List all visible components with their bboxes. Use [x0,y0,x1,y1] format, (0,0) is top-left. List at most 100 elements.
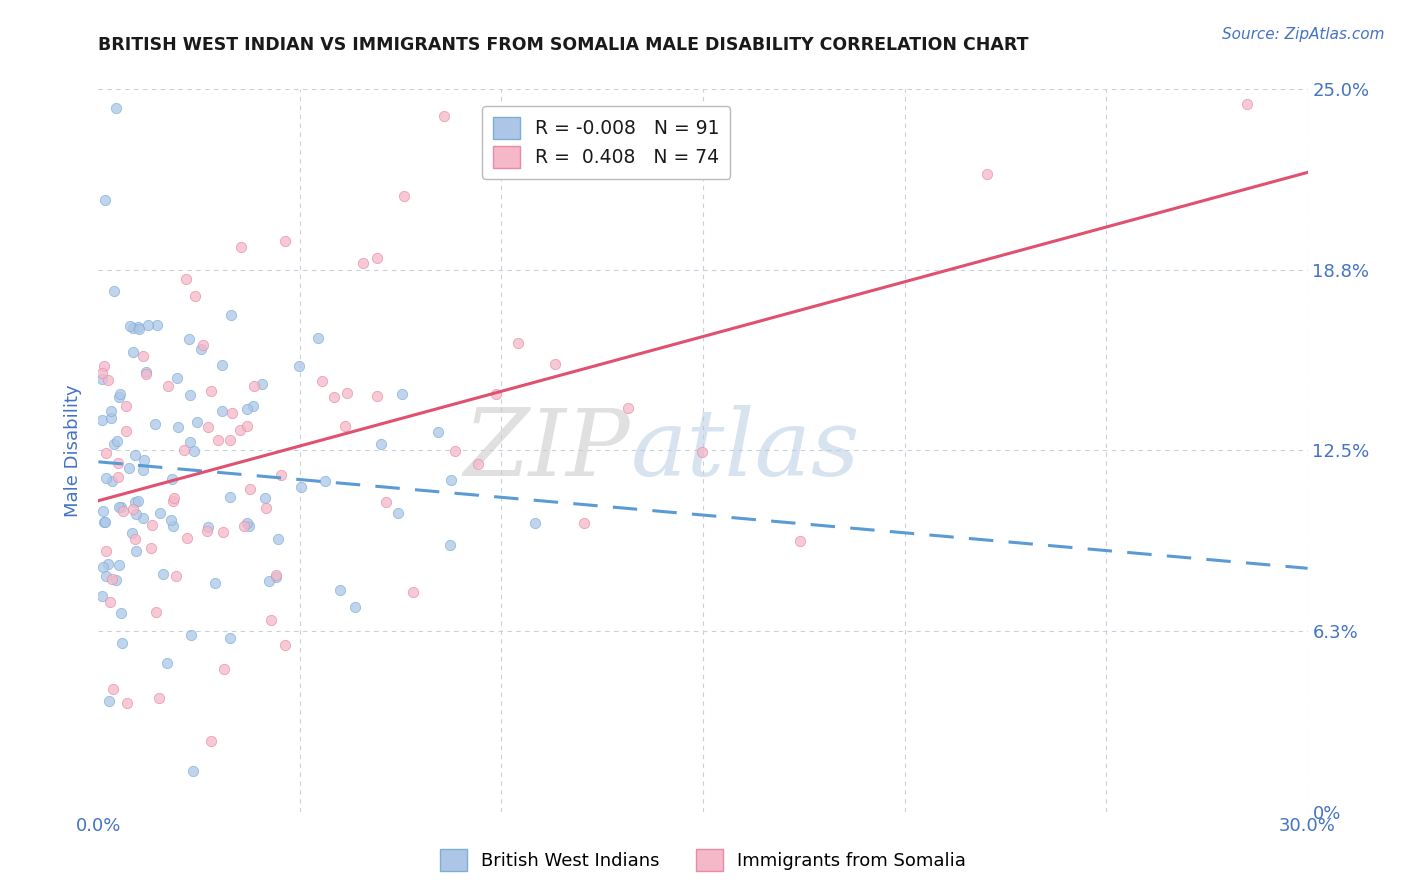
Point [344,600,367,615]
Point [976,167,998,181]
Point [93,516,115,530]
Point [439,538,461,552]
Point [195,524,218,538]
Point [336,386,359,401]
Point [572,516,595,530]
Point [135,365,157,379]
Point [104,101,127,115]
Point [127,319,149,334]
Point [103,284,125,298]
Point [250,377,273,392]
Point [166,371,188,385]
Point [366,389,388,403]
Point [207,433,229,447]
Point [211,404,233,418]
Point [221,406,243,420]
Point [149,506,172,520]
Point [257,574,280,588]
Point [160,512,183,526]
Point [156,656,179,670]
Point [103,437,125,451]
Point [167,419,190,434]
Point [427,425,450,439]
Point [94,193,117,207]
Point [440,473,463,487]
Point [616,401,638,416]
Point [135,367,157,381]
Point [173,442,195,457]
Point [104,573,127,587]
Point [219,631,242,645]
Point [238,519,260,533]
Point [91,559,114,574]
Point [212,524,235,539]
Point [141,518,163,533]
Point [124,495,146,509]
Point [93,359,115,374]
Point [524,516,547,530]
Point [219,491,242,505]
Point [163,491,186,505]
Text: BRITISH WEST INDIAN VS IMMIGRANTS FROM SOMALIA MALE DISABILITY CORRELATION CHART: BRITISH WEST INDIAN VS IMMIGRANTS FROM S… [98,36,1029,54]
Point [323,390,346,404]
Point [264,570,287,584]
Point [132,511,155,525]
Point [94,446,117,460]
Point [112,504,135,518]
Point [101,682,124,697]
Point [145,417,167,431]
Point [122,344,145,359]
Point [122,321,145,335]
Point [100,404,122,418]
Point [131,349,153,363]
Point [239,483,262,497]
Point [125,544,148,558]
Point [145,605,167,619]
Point [136,318,159,332]
Point [100,474,122,488]
Point [270,467,292,482]
Point [444,444,467,458]
Text: Source: ZipAtlas.com: Source: ZipAtlas.com [1222,27,1385,42]
Point [162,519,184,533]
Point [181,764,204,778]
Point [98,594,121,608]
Point [311,374,333,388]
Point [394,188,416,202]
Point [375,494,398,508]
Point [433,109,456,123]
Point [105,434,128,448]
Point [274,234,297,248]
Point [125,508,148,522]
Point [97,557,120,571]
Point [267,532,290,546]
Point [214,662,236,676]
Point [91,590,114,604]
Point [485,386,508,401]
Text: atlas: atlas [630,406,860,495]
Point [162,472,184,486]
Point [121,502,143,516]
Point [190,342,212,356]
Point [231,240,253,254]
Point [134,452,156,467]
Point [690,444,713,458]
Point [96,569,118,583]
Point [124,448,146,462]
Point [288,359,311,373]
Point [254,500,277,515]
Point [236,516,259,530]
Point [264,568,287,582]
Point [197,420,219,434]
Point [508,336,530,351]
Point [174,272,197,286]
Point [91,367,114,381]
Point [110,606,132,620]
Point [132,463,155,477]
Point [229,423,252,437]
Text: ZIP: ZIP [464,406,630,495]
Point [307,331,329,345]
Point [387,506,409,520]
Point [179,435,201,450]
Point [191,338,214,352]
